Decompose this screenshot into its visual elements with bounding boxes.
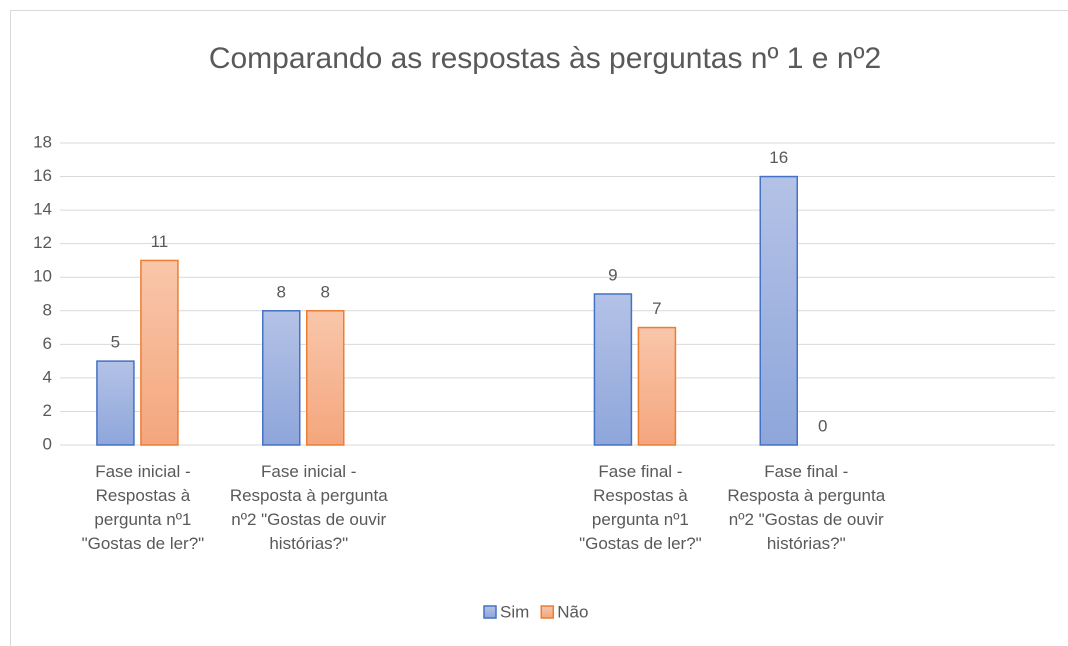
x-tick-label: Fase final - Respostas à pergunta nº1 "G…: [579, 462, 702, 553]
y-tick-label: 2: [43, 401, 52, 420]
value-label: 5: [111, 333, 120, 352]
chart-title: Comparando as respostas às perguntas nº …: [209, 42, 881, 75]
x-tick-label: Fase inicial - Resposta à pergunta nº2 "…: [229, 462, 388, 553]
y-tick-label: 6: [43, 334, 52, 353]
value-label: 16: [769, 148, 788, 167]
bar: [306, 310, 345, 446]
chart-border: [10, 10, 1068, 646]
bar: [96, 360, 135, 446]
bar: [262, 310, 301, 446]
y-tick-label: 0: [43, 434, 52, 453]
value-label: 8: [321, 282, 330, 301]
value-label: 9: [608, 265, 617, 284]
y-tick-label: 14: [33, 200, 52, 219]
value-label: 8: [277, 282, 286, 301]
legend-label: Não: [557, 602, 588, 621]
y-tick-label: 4: [43, 367, 52, 386]
y-tick-label: 18: [33, 132, 52, 151]
bar: [637, 326, 677, 446]
x-tick-label: Fase inicial - Respostas à pergunta nº1 …: [81, 462, 205, 553]
y-tick-label: 16: [33, 166, 52, 185]
x-tick-label: Fase final - Resposta à pergunta nº2 "Go…: [727, 462, 886, 553]
legend-swatch: [483, 605, 497, 619]
value-label: 11: [151, 232, 169, 251]
y-tick-label: 12: [33, 233, 52, 252]
bar: [759, 175, 798, 446]
value-label: 7: [652, 299, 661, 318]
bar: [593, 293, 633, 446]
y-tick-label: 8: [43, 300, 52, 319]
legend-label: Sim: [500, 602, 529, 621]
bar: [140, 259, 179, 446]
y-tick-label: 10: [33, 267, 52, 286]
value-label: 0: [818, 416, 827, 435]
legend-swatch: [540, 605, 555, 619]
